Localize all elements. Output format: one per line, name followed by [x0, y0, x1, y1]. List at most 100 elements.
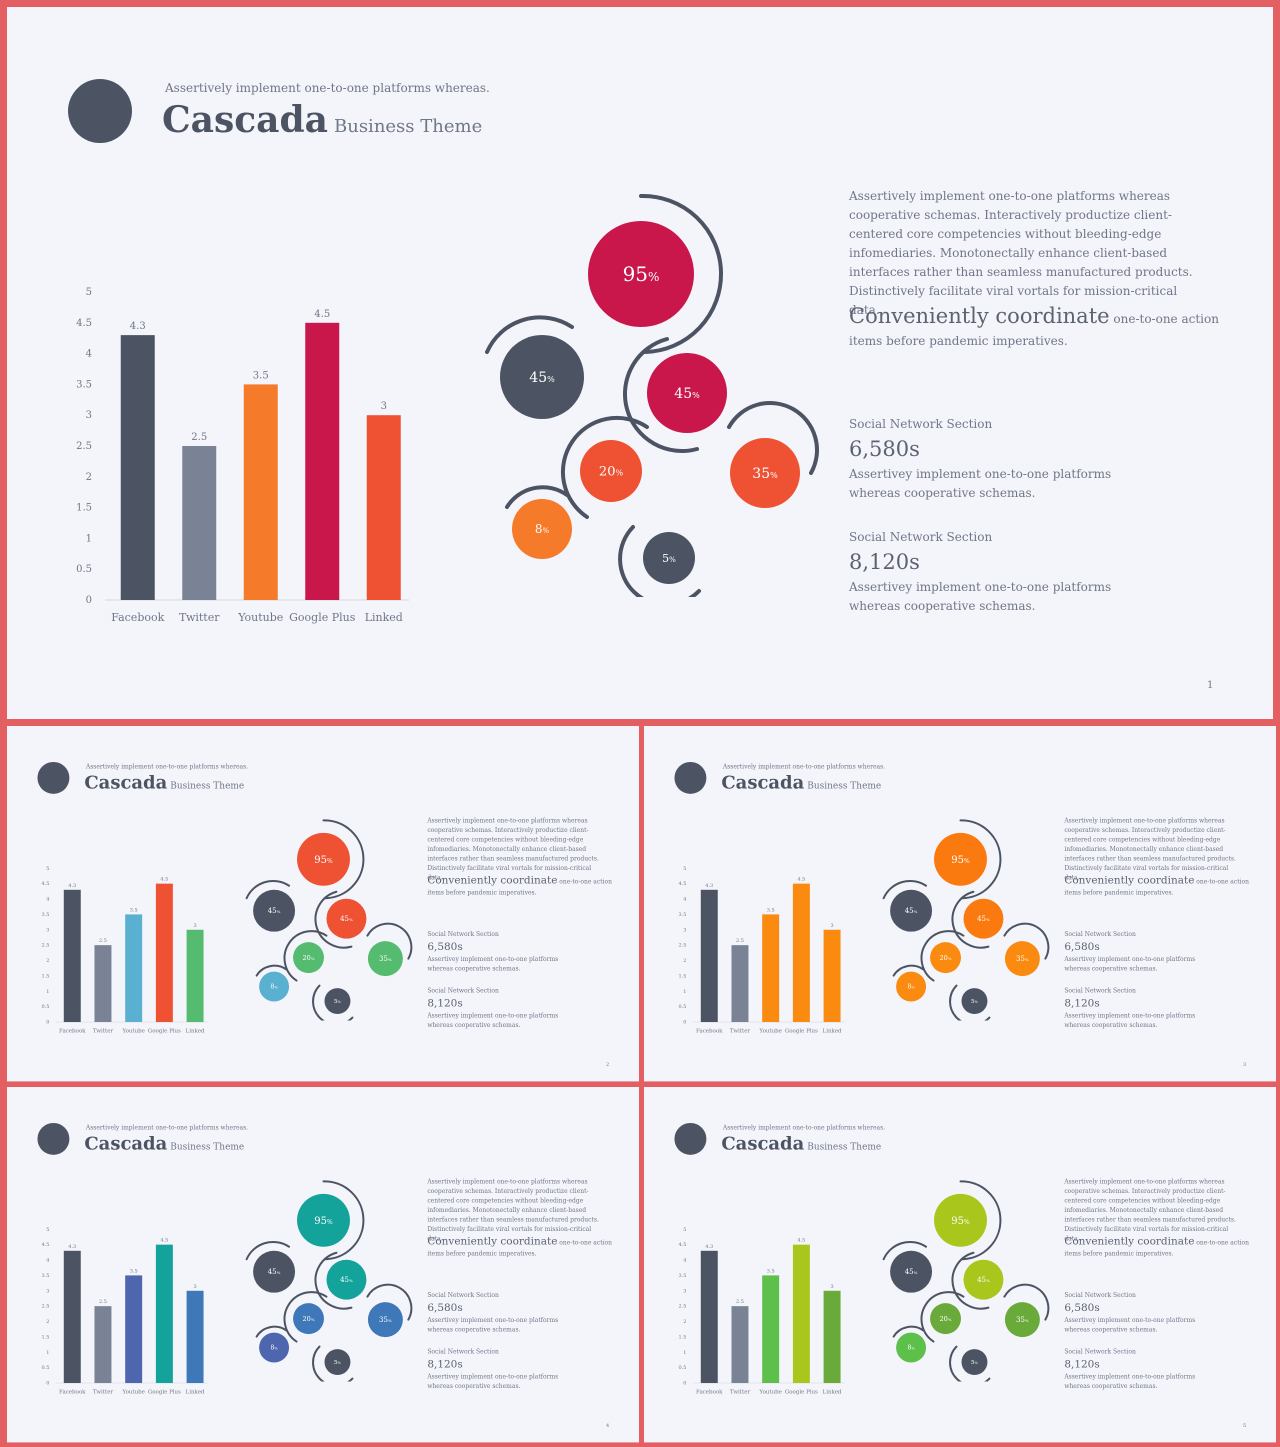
bubble-label: 5% [334, 999, 342, 1005]
bubble-label: 8% [271, 1345, 279, 1352]
bar-linked [366, 415, 401, 600]
bubble-label: 45% [340, 915, 353, 923]
y-tick-label: 0.5 [678, 1365, 686, 1371]
bar-twitter [182, 446, 217, 600]
connector-arc [322, 819, 365, 900]
connector-arc [892, 1325, 925, 1338]
bar-linked [186, 929, 204, 1023]
y-tick-label: 1 [46, 1350, 49, 1356]
title-row: Cascada Business Theme [84, 772, 244, 793]
bubble-label: 45% [529, 370, 555, 386]
logo-dot [674, 1122, 707, 1155]
x-tick-label: Youtube [121, 1029, 144, 1035]
connector-arc [639, 193, 723, 354]
bubble-4 [930, 1303, 961, 1335]
slide-2: Assertively implement one-to-one platfor… [7, 726, 639, 1082]
bubble-unit: % [327, 858, 333, 865]
social-section-1: Social Network Section 6,580s Assertivey… [1064, 1292, 1214, 1335]
bar-facebook [63, 1250, 81, 1384]
y-tick-label: 4 [46, 897, 49, 903]
bubble-value: 20 [303, 1315, 311, 1323]
bubble-label: 8% [271, 984, 279, 991]
bubble-unit: % [770, 471, 778, 480]
bubble-1 [588, 221, 694, 327]
bubble-label: 45% [977, 1276, 990, 1284]
bubble-label: 20% [303, 1315, 315, 1323]
y-tick-label: 4 [86, 349, 92, 360]
highlight-big: Conveniently coordinate [1064, 874, 1195, 887]
bubble-6 [259, 1332, 290, 1363]
bubble-1 [297, 1193, 350, 1247]
social-section-2: Social Network Section 8,120s Assertivey… [849, 530, 1149, 616]
x-tick-label: Google Plus [148, 1029, 181, 1035]
bar-chart: 0 0.5 1 1.5 2 2.5 3 3.5 4 4.5 5 4.3 Facebook 2.5 Twitt… [664, 1218, 854, 1398]
highlight-big: Conveniently coordinate [427, 874, 558, 887]
section-label: Social Network Section [1064, 930, 1136, 938]
section-label: Social Network Section [1064, 987, 1136, 995]
page-number: 4 [606, 1422, 610, 1429]
bubble-unit: % [975, 1000, 979, 1004]
x-tick-label: Google Plus [289, 611, 356, 624]
section-text: Assertivey implement one-to-one platform… [1064, 1316, 1196, 1334]
bubble-unit: % [388, 957, 392, 962]
bar-chart-svg: 0 0.5 1 1.5 2 2.5 3 3.5 4 4.5 5 4.3 Facebook 2.5 Twitt… [41, 1227, 208, 1396]
x-tick-label: Facebook [59, 1029, 86, 1035]
connector-arc [245, 1240, 291, 1261]
bubble-unit: % [274, 986, 278, 990]
highlight-text: Conveniently coordinate one-to-one actio… [849, 305, 1219, 352]
bubble-5 [367, 1302, 403, 1338]
bar-linked [823, 929, 841, 1023]
bubble-label: 95% [951, 855, 970, 866]
bar-value-label: 2.5 [99, 938, 107, 944]
bar-facebook [700, 889, 718, 1023]
bubble-value: 5 [334, 999, 338, 1005]
bar-google-plus [155, 1244, 173, 1384]
bubble-diagram: 95% 45% 45% 20% 35% 8% 5% [874, 811, 1054, 1026]
section-label: Social Network Section [849, 530, 993, 544]
bubble-label: 5% [971, 999, 979, 1005]
section-value: 8,120s [849, 550, 920, 574]
connector-arc [485, 315, 574, 354]
bubble-label: 35% [379, 1316, 392, 1324]
y-tick-label: 5 [46, 866, 49, 872]
section-text: Assertivey implement one-to-one platform… [427, 1012, 559, 1029]
highlight-text: Conveniently coordinate one-to-one actio… [427, 875, 612, 898]
y-tick-label: 3 [46, 927, 49, 933]
bubble-6 [896, 971, 927, 1002]
bubble-2 [253, 1250, 296, 1293]
bubble-unit: % [338, 1000, 342, 1004]
slide-title: Cascada [84, 771, 168, 793]
y-tick-label: 1.5 [76, 503, 92, 514]
connector-arc [882, 879, 928, 900]
bubble-value: 45 [977, 1276, 986, 1284]
highlight-small: one-to-one action items before pandemic … [427, 1239, 613, 1258]
section-value: 6,580s [427, 1301, 463, 1314]
page-number: 5 [1243, 1422, 1247, 1429]
section-text: Assertivey implement one-to-one platform… [1064, 1373, 1196, 1390]
bubble-2 [890, 1250, 933, 1293]
y-tick-label: 0.5 [678, 1004, 686, 1010]
bubble-unit: % [277, 909, 281, 914]
x-tick-label: Google Plus [785, 1390, 818, 1396]
bubble-value: 95 [314, 855, 327, 866]
bubble-unit: % [948, 956, 952, 961]
y-tick-label: 2 [683, 1319, 686, 1325]
x-tick-label: Twitter [730, 1390, 751, 1396]
y-tick-label: 1.5 [41, 1334, 49, 1340]
connector-arc [892, 964, 925, 977]
x-tick-label: Linked [823, 1029, 842, 1035]
bar-youtube [125, 1275, 143, 1384]
x-tick-label: Facebook [59, 1390, 86, 1396]
bubble-value: 45 [268, 907, 277, 915]
bubble-4 [293, 942, 324, 974]
bubble-value: 20 [599, 465, 616, 480]
slide-title: Cascada [84, 1132, 168, 1154]
bar-value-label: 4.5 [797, 1238, 805, 1244]
x-tick-label: Linked [186, 1390, 205, 1396]
bubble-value: 45 [674, 386, 692, 402]
connector-arc [255, 1325, 288, 1338]
bubble-value: 35 [1016, 1316, 1025, 1324]
tagline: Assertively implement one-to-one platfor… [85, 1123, 249, 1131]
bubble-unit: % [274, 1347, 278, 1351]
bubble-unit: % [911, 986, 915, 990]
